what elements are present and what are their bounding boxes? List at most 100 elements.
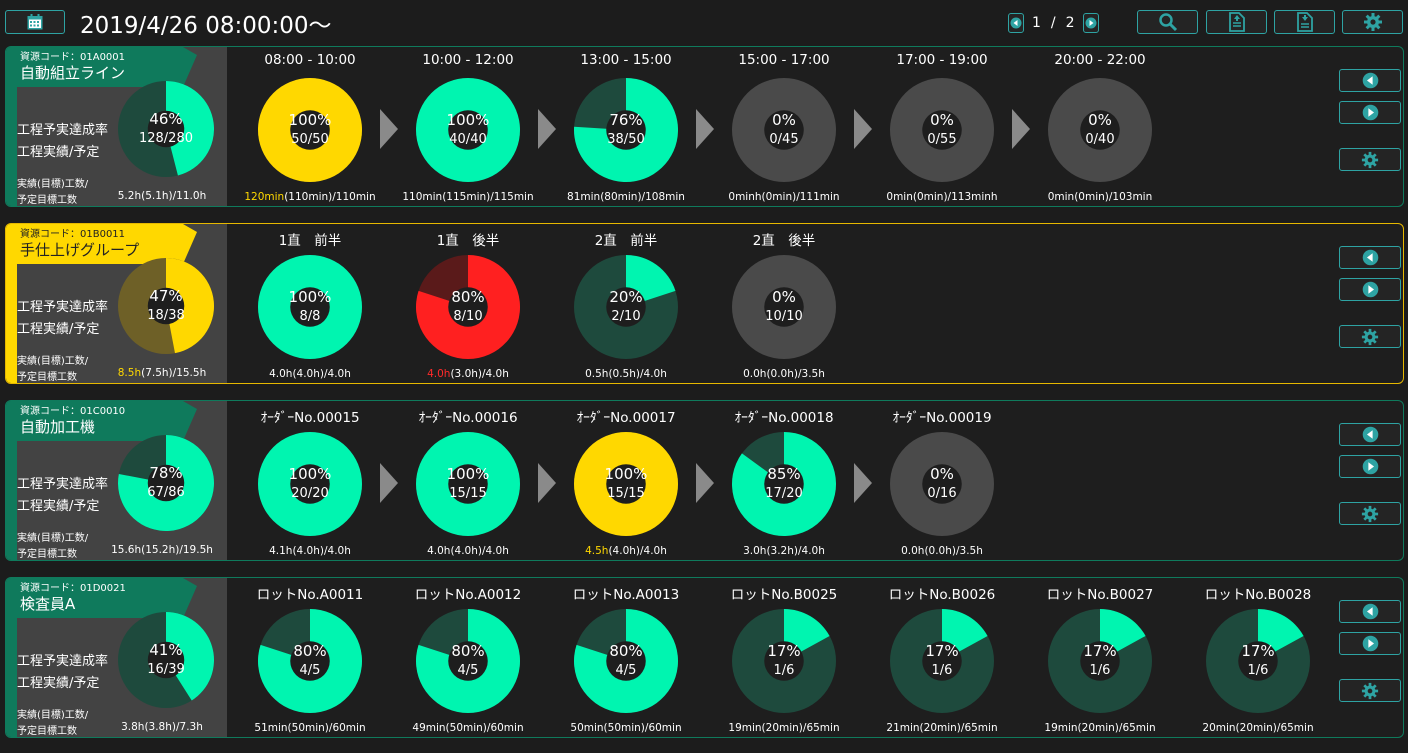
scroll-left-button[interactable] [1339, 600, 1401, 623]
item-hours-rest: 0.5h(0.5h)/4.0h [585, 368, 667, 380]
summary-hours-rest: 5.2h(5.1h)/11.0h [117, 190, 207, 202]
panel-settings-button[interactable] [1339, 502, 1401, 525]
page-prev-button[interactable] [1008, 13, 1024, 33]
item-hours-rest: 3.0h(3.2h)/4.0h [743, 545, 825, 557]
item-donut[interactable]: 100% 50/50 [258, 78, 362, 182]
item-hours-rest: 81min(80min)/108min [567, 191, 685, 203]
item-hours-rest: (110min)/110min [284, 191, 376, 203]
calendar-button[interactable] [5, 10, 65, 34]
item-hours: 21min(20min)/65min [863, 722, 1021, 734]
rate-label: 工程予実達成率 [17, 123, 109, 138]
item-title: ロットNo.A0012 [414, 587, 522, 603]
item-donut[interactable]: 100% 20/20 [258, 432, 362, 536]
item-hours: 0.0h(0.0h)/3.5h [863, 545, 1021, 557]
item-fraction: 15/15 [607, 486, 645, 501]
panel-settings-button[interactable] [1339, 148, 1401, 171]
item-donut[interactable]: 80% 8/10 [416, 255, 520, 359]
panel-settings-button[interactable] [1339, 325, 1401, 348]
item-donut[interactable]: 80% 4/5 [574, 609, 678, 713]
resource-flag [6, 47, 197, 87]
item-donut[interactable]: 100% 40/40 [416, 78, 520, 182]
item-title: ロットNo.A0011 [256, 587, 364, 603]
hours-label-1: 実績(目標)工数/ [17, 710, 89, 721]
resource-panel: 資源コード：01D0021 検査員A 工程予実達成率 工程実績/予定 実績(目標)工数/… [5, 577, 1404, 738]
item-donut[interactable]: 17% 1/6 [732, 609, 836, 713]
search-button[interactable] [1137, 10, 1198, 34]
item-hours-rest: (4.0h)/4.0h [608, 545, 667, 557]
item-hours: 4.0h(3.0h)/4.0h [389, 368, 547, 380]
item-donut[interactable]: 80% 4/5 [416, 609, 520, 713]
item-hours-rest: 19min(20min)/65min [728, 722, 840, 734]
item-hours-rest: 0min(0min)/103min [1047, 191, 1153, 203]
summary-fraction: 16/39 [147, 662, 185, 677]
datetime-title: 2019/4/26 08:00:00～ [80, 13, 332, 39]
item-donut[interactable]: 100% 8/8 [258, 255, 362, 359]
item-donut[interactable]: 17% 1/6 [1048, 609, 1152, 713]
scroll-right-button[interactable] [1339, 455, 1401, 478]
caret-right-icon [1362, 104, 1378, 121]
item-hours: 0.5h(0.5h)/4.0h [547, 368, 705, 380]
item-donut[interactable]: 17% 1/6 [1206, 609, 1310, 713]
item-donut[interactable]: 20% 2/10 [574, 255, 678, 359]
item-hours-rest: 4.1h(4.0h)/4.0h [269, 545, 351, 557]
scroll-left-button[interactable] [1339, 423, 1401, 446]
summary-donut-label: 46% 128/280 [118, 81, 214, 177]
panel-settings-button[interactable] [1339, 679, 1401, 702]
item-donut[interactable]: 0% 0/55 [890, 78, 994, 182]
item-hours: 51min(50min)/60min [231, 722, 389, 734]
item-donut[interactable]: 76% 38/50 [574, 78, 678, 182]
item-donut-hole [922, 464, 962, 504]
caret-right-icon [1362, 458, 1378, 475]
calendar-icon [27, 14, 43, 30]
item-donut[interactable]: 0% 0/45 [732, 78, 836, 182]
export-button[interactable] [1206, 10, 1267, 34]
rate-label: 工程予実達成率 [17, 300, 109, 315]
scroll-right-button[interactable] [1339, 101, 1401, 124]
item-fraction: 1/6 [931, 663, 953, 678]
top-bar: 2019/4/26 08:00:00～ 1 / 2 [0, 0, 1408, 44]
actual-plan-label: 工程実績/予定 [17, 145, 100, 160]
item-percent: 100% [288, 288, 332, 306]
item-donut[interactable]: 17% 1/6 [890, 609, 994, 713]
flow-arrow [696, 463, 714, 503]
item-donut[interactable]: 80% 4/5 [258, 609, 362, 713]
item-percent: 80% [293, 642, 327, 660]
import-button[interactable] [1274, 10, 1335, 34]
summary-donut: 78% 67/86 [118, 435, 214, 531]
item-fraction: 2/10 [611, 309, 641, 324]
item-donut[interactable]: 85% 17/20 [732, 432, 836, 536]
summary-donut-hole [147, 110, 185, 148]
item-donut-label: 80% 8/10 [416, 255, 520, 359]
item-donut[interactable]: 100% 15/15 [416, 432, 520, 536]
caret-left-icon [1362, 72, 1378, 89]
resource-code: 資源コード：01B0011 [20, 229, 126, 240]
scroll-right-button[interactable] [1339, 632, 1401, 655]
item-donut[interactable]: 100% 15/15 [574, 432, 678, 536]
item-title: 20:00 - 22:00 [1054, 52, 1146, 68]
scroll-right-button[interactable] [1339, 278, 1401, 301]
item-donut-hole [764, 287, 804, 327]
scroll-left-button[interactable] [1339, 246, 1401, 269]
item-donut-label: 85% 17/20 [732, 432, 836, 536]
item-hours: 110min(115min)/115min [389, 191, 547, 203]
item-hours: 81min(80min)/108min [547, 191, 705, 203]
item-percent: 17% [925, 642, 959, 660]
caret-left-icon [1010, 17, 1022, 29]
settings-button[interactable] [1342, 10, 1403, 34]
item-donut[interactable]: 0% 10/10 [732, 255, 836, 359]
scroll-left-button[interactable] [1339, 69, 1401, 92]
item-fraction: 1/6 [773, 663, 795, 678]
gear-icon [1361, 682, 1379, 699]
summary-fraction: 128/280 [138, 131, 193, 146]
caret-right-icon [1362, 281, 1378, 298]
item-donut[interactable]: 0% 0/16 [890, 432, 994, 536]
item-donut[interactable]: 0% 0/40 [1048, 78, 1152, 182]
summary-fraction: 18/38 [147, 308, 185, 323]
page-next-button[interactable] [1082, 13, 1099, 33]
item-hours: 4.5h(4.0h)/4.0h [547, 545, 705, 557]
item-donut-hole [922, 641, 962, 681]
resource-name: 手仕上げグループ [20, 241, 140, 259]
flow-arrow [538, 109, 556, 149]
hours-label-2: 予定目標工数 [17, 549, 77, 560]
caret-right-icon [1362, 635, 1378, 652]
